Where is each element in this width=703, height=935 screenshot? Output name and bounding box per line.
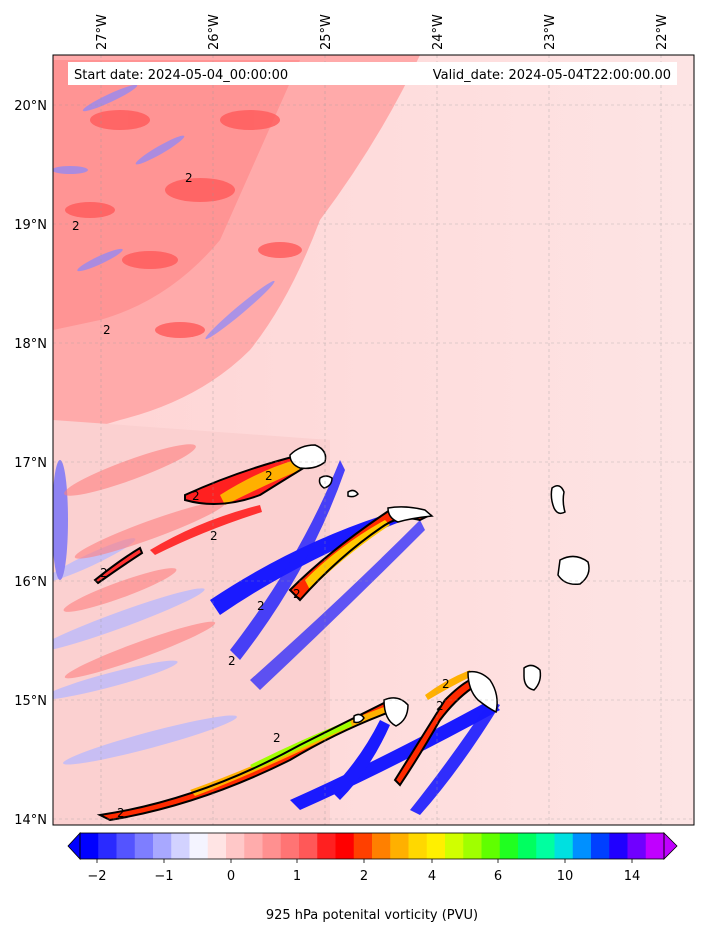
colorbar-tick-label: 6 (494, 869, 502, 884)
gridlines (53, 55, 694, 825)
colorbar-tick-label: −2 (87, 869, 106, 884)
lon-label: 23°W (543, 14, 558, 50)
contour-label: 2 (117, 806, 125, 820)
colorbar-tick-label: 14 (624, 869, 641, 884)
contour-label: 2 (228, 654, 236, 668)
lat-label: 16°N (14, 575, 47, 590)
island-maio (523, 664, 542, 691)
colorbar-cell (609, 833, 628, 859)
colorbar-cell (280, 833, 300, 859)
colorbar-tick-label: 1 (293, 869, 301, 884)
colorbar-cell (299, 833, 318, 859)
latitude-labels: 20°N 19°N 18°N 17°N 16°N 15°N 14°N (14, 99, 47, 828)
colorbar-tick-label: 0 (227, 869, 235, 884)
contour-label: 2 (265, 469, 273, 483)
colorbar-cell (518, 833, 537, 859)
colorbar-tick-label: 4 (428, 869, 436, 884)
colorbar-cell (463, 833, 482, 859)
colorbar-cell (499, 833, 519, 859)
lat-label: 18°N (14, 337, 47, 352)
colorbar-min-extend (67, 831, 81, 861)
longitude-labels: 27°W 26°W 25°W 24°W 23°W 22°W (95, 14, 670, 50)
island-sao-nicolau (387, 506, 434, 523)
lon-label: 25°W (319, 14, 334, 50)
pv-field-lower-left (53, 420, 330, 825)
colorbar-cell (408, 833, 428, 859)
island-santa-luzia (347, 489, 359, 498)
contour-label: 2 (103, 323, 111, 337)
lat-label: 15°N (14, 694, 47, 709)
colorbar-cell (390, 833, 409, 859)
colorbar-cell (591, 833, 610, 859)
contour-label: 2 (192, 489, 200, 503)
islands (289, 444, 590, 727)
contour-label: 2 (293, 587, 301, 601)
lat-label: 14°N (14, 813, 47, 828)
lon-label: 24°W (431, 14, 446, 50)
colorbar-cell (98, 833, 117, 859)
lat-label: 19°N (14, 218, 47, 233)
colorbar-title: 925 hPa potenital vorticity (PVU) (266, 908, 478, 923)
colorbar-cell (481, 833, 501, 859)
colorbar-cell (244, 833, 263, 859)
colorbar-cell (554, 833, 574, 859)
island-santiago (467, 670, 498, 714)
map-panel: 2 2 2 2 2 2 2 2 2 2 2 2 2 2 (53, 55, 694, 825)
colorbar-cell (353, 833, 373, 859)
colorbar-max-extend (663, 832, 678, 860)
colorbar-cell (116, 833, 136, 859)
island-boa-vista (557, 555, 590, 586)
colorbar-cell (262, 833, 282, 859)
island-brava (353, 713, 365, 724)
lon-label: 22°W (655, 14, 670, 50)
colorbar-tick-label: −1 (154, 869, 173, 884)
colorbar-cell (226, 833, 245, 859)
colorbar: −2 −1 0 1 2 4 6 10 14 925 hPa potenital … (67, 831, 678, 923)
colorbar-cell (536, 833, 555, 859)
contour-label: 2 (210, 529, 218, 543)
colorbar-cell (189, 833, 209, 859)
colorbar-tick-labels: −2 −1 0 1 2 4 6 10 14 (87, 869, 640, 884)
colorbar-cell (317, 833, 336, 859)
colorbar-cell (134, 833, 154, 859)
colorbar-cell (80, 833, 99, 859)
pv-field-upper-left (53, 55, 420, 440)
contour-label: 2 (273, 731, 281, 745)
colorbar-cell (372, 833, 391, 859)
island-sal (550, 485, 566, 515)
contour-label: 2 (100, 566, 108, 580)
colorbar-cell (645, 833, 665, 859)
lon-label: 26°W (207, 14, 222, 50)
colorbar-cell (627, 833, 647, 859)
colorbar-cell (171, 833, 190, 859)
colorbar-frame (79, 832, 665, 860)
info-box (68, 62, 677, 85)
colorbar-cell (153, 833, 172, 859)
colorbar-ticks (96, 859, 633, 863)
colorbar-cells (80, 833, 665, 859)
contour-label: 2 (436, 699, 444, 713)
valid-date-label: Valid_date: 2024-05-04T22:00:00.00 (433, 68, 671, 83)
contour-label: 2 (257, 599, 265, 613)
contour-label: 2 (72, 219, 80, 233)
map-frame (52, 54, 695, 826)
start-date-label: Start date: 2024-05-04_00:00:00 (74, 68, 288, 83)
colorbar-cell (207, 833, 227, 859)
contour-label: 2 (185, 171, 193, 185)
island-sao-vicente (318, 475, 333, 489)
lat-label: 17°N (14, 456, 47, 471)
contour-label: 2 (442, 677, 450, 691)
colorbar-tick-label: 2 (360, 869, 368, 884)
colorbar-cell (335, 833, 355, 859)
colorbar-cell (426, 833, 446, 859)
colorbar-cell (445, 833, 464, 859)
colorbar-cell (572, 833, 592, 859)
colorbar-tick-label: 10 (557, 869, 574, 884)
lat-label: 20°N (14, 99, 47, 114)
contour-labels: 2 2 2 2 2 2 2 2 2 2 2 2 2 2 (72, 171, 450, 820)
lon-label: 27°W (95, 14, 110, 50)
island-fogo (383, 697, 409, 727)
